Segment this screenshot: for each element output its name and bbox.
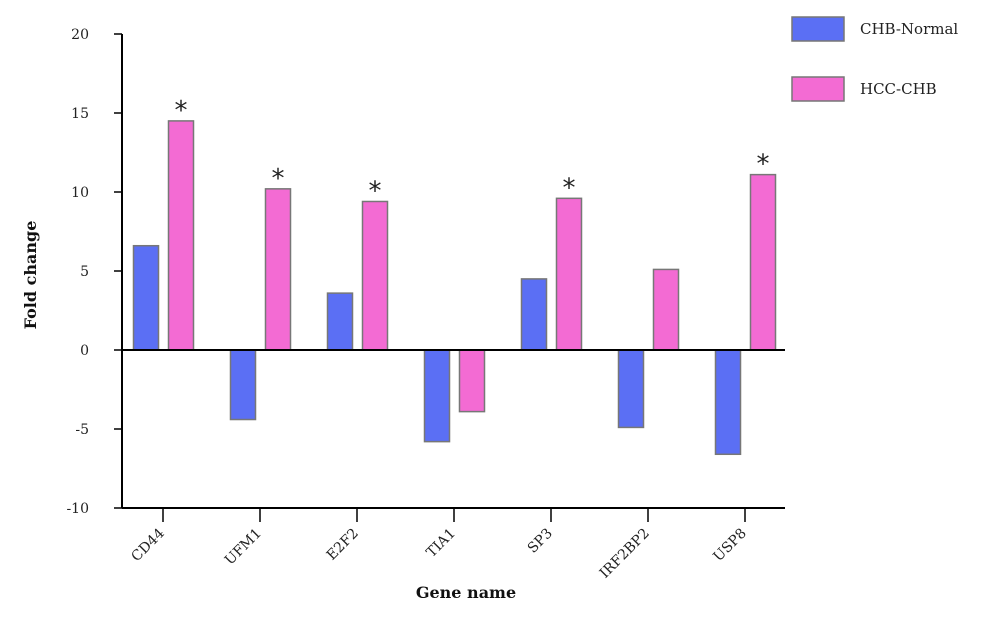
bar-chb-normal-cd44 <box>132 244 160 351</box>
x-tick-label: IRF2BP2 <box>597 526 653 582</box>
y-tick-label: 5 <box>80 264 89 280</box>
legend-label: HCC-CHB <box>860 80 937 98</box>
y-tick-label: -5 <box>75 422 89 438</box>
significance-star: * <box>369 176 382 206</box>
x-tick-label: USP8 <box>710 526 749 565</box>
bar-chb-normal-sp3 <box>520 278 548 351</box>
significance-star: * <box>175 96 188 126</box>
legend-label: CHB-Normal <box>860 20 958 38</box>
significance-markers: * * * * * <box>175 96 770 207</box>
bar-chb-normal-ufm1 <box>229 349 257 421</box>
x-tick-label: E2F2 <box>324 526 362 564</box>
bar-hcc-chb-cd44 <box>167 120 195 351</box>
x-tick-label: TIA1 <box>424 526 459 561</box>
bars <box>132 120 777 456</box>
x-axis: CD44 UFM1 E2F2 TIA1 SP3 IRF2BP2 USP8 <box>122 349 785 582</box>
y-axis-title: Fold change <box>21 221 40 330</box>
y-tick-label: 15 <box>71 106 89 122</box>
y-tick-label: 20 <box>71 27 89 43</box>
bar-chb-normal-irf2bp2 <box>617 349 645 429</box>
significance-star: * <box>272 164 285 194</box>
y-tick-label: 0 <box>80 343 89 359</box>
x-tick-label: CD44 <box>128 525 167 564</box>
x-tick-label: SP3 <box>525 526 556 557</box>
y-tick-label: -10 <box>66 501 89 517</box>
bar-hcc-chb-usp8 <box>749 173 777 351</box>
bar-chb-normal-tia1 <box>423 349 451 443</box>
x-tick-label: UFM1 <box>222 526 265 569</box>
y-tick-label: 10 <box>71 185 89 201</box>
bar-hcc-chb-ufm1 <box>264 188 292 351</box>
bar-hcc-chb-irf2bp2 <box>652 268 680 351</box>
significance-star: * <box>563 173 576 203</box>
y-axis: 20 15 10 5 0 -5 -10 <box>66 27 123 517</box>
bar-chb-normal-e2f2 <box>326 292 354 351</box>
legend-swatch <box>791 16 845 42</box>
legend-swatch <box>791 76 845 102</box>
bar-chb-normal-usp8 <box>714 349 742 456</box>
legend: CHB-Normal HCC-CHB <box>791 16 958 102</box>
bar-hcc-chb-e2f2 <box>361 200 389 351</box>
bar-hcc-chb-sp3 <box>555 197 583 351</box>
significance-star: * <box>757 150 770 180</box>
x-axis-title: Gene name <box>416 583 516 602</box>
bar-hcc-chb-tia1 <box>458 349 486 413</box>
